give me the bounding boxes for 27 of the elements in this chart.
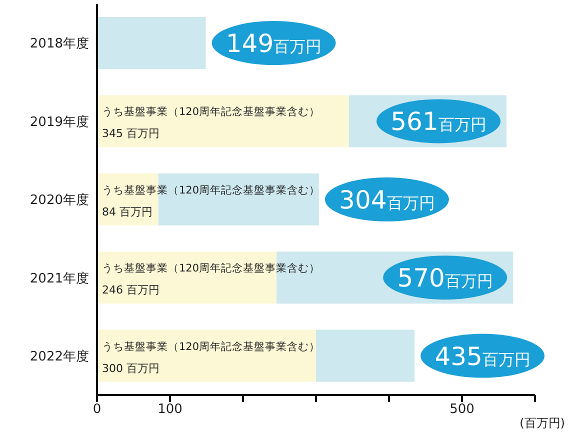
bar bbox=[158, 173, 319, 226]
series-label: うち基盤事業（120周年記念基盤事業含む） bbox=[102, 340, 320, 353]
data-label: 246 百万円 bbox=[102, 284, 160, 297]
total-label: 561百万円 bbox=[390, 107, 486, 136]
text: うち基盤事業（120周年記念基盤事業含む） bbox=[102, 106, 320, 118]
total-label: 304百万円 bbox=[339, 185, 435, 214]
total-label: 435百万円 bbox=[434, 342, 530, 371]
text: うち基盤事業（120周年記念基盤事業含む） bbox=[102, 184, 320, 196]
text: うち基盤事業（120周年記念基盤事業含む） bbox=[102, 262, 320, 275]
y-tick-label: 2021年度 bbox=[30, 270, 89, 286]
total-label: 570百万円 bbox=[397, 264, 493, 293]
bar bbox=[97, 95, 349, 148]
total-label: 149百万円 bbox=[226, 29, 322, 58]
data-label: 345 百万円 bbox=[102, 127, 160, 140]
data-label: 300 百万円 bbox=[102, 362, 160, 375]
bar bbox=[97, 17, 206, 69]
x-tick-label: 0 bbox=[92, 402, 102, 418]
bar bbox=[97, 330, 316, 382]
x-tick-label: 100 bbox=[158, 402, 182, 418]
x-tick-label: 500 bbox=[450, 402, 474, 418]
x-axis-title: (百万円) bbox=[520, 416, 565, 430]
y-tick-label: 2019年度 bbox=[30, 114, 89, 130]
data-label: 84 百万円 bbox=[102, 205, 152, 218]
bar bbox=[316, 330, 415, 382]
y-tick-label: 2020年度 bbox=[30, 192, 89, 208]
y-tick-label: 2018年度 bbox=[30, 36, 89, 52]
y-tick-label: 2022年度 bbox=[30, 348, 89, 365]
